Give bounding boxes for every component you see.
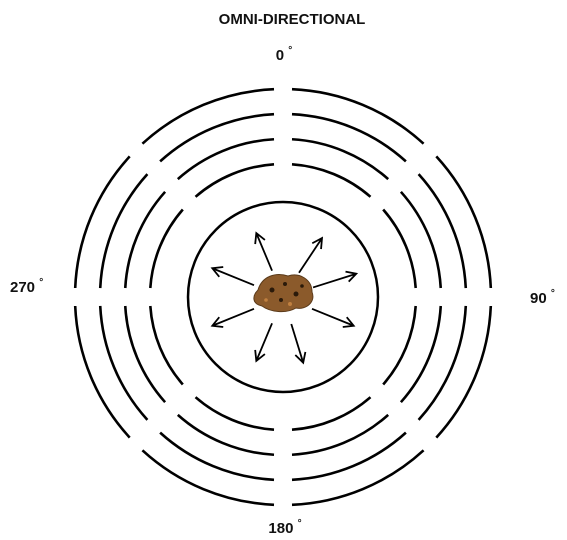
title: OMNI-DIRECTIONAL (219, 11, 366, 28)
arrow (210, 307, 255, 328)
ring-arc (291, 163, 372, 198)
ring-arc (291, 449, 425, 507)
label-degree: ° (551, 288, 555, 299)
arrow (210, 266, 255, 287)
label-number: 0 (276, 47, 284, 64)
arrow (290, 323, 307, 365)
ring-arc (73, 305, 131, 439)
label-degree: ° (288, 45, 292, 56)
ring-arc (291, 413, 390, 457)
arrow (311, 307, 356, 328)
direction-label: 270 ° (10, 277, 43, 296)
ring-arc (291, 87, 425, 145)
inner-circle (186, 200, 380, 394)
label-number: 180 (268, 520, 293, 537)
ring-arc (417, 305, 468, 421)
ring-arc (149, 208, 184, 289)
label-degree: ° (39, 277, 43, 288)
ring-arc (176, 137, 275, 181)
ring-arc (98, 305, 149, 421)
ring-arc (149, 305, 184, 386)
ring-arc (194, 163, 275, 198)
ring-arc (291, 112, 407, 163)
ring-arc (435, 155, 493, 289)
ring-arc (399, 190, 443, 289)
ring-arc (98, 173, 149, 289)
ring-arc (123, 190, 167, 289)
label-degree: ° (298, 518, 302, 529)
ring-arc (176, 413, 275, 457)
ring-arc (291, 137, 390, 181)
ring-arc (291, 431, 407, 482)
source-blob (253, 274, 314, 313)
direction-label: 0 ° (276, 45, 293, 64)
ring-arc (382, 208, 417, 289)
arrow (254, 231, 273, 272)
ring-arc (159, 431, 275, 482)
ring-arc (159, 112, 275, 163)
ring-arc (73, 155, 131, 289)
direction-label: 180 ° (268, 518, 301, 537)
ring-arc (382, 305, 417, 386)
direction-label: 90 ° (530, 288, 555, 307)
arrow (254, 322, 273, 363)
arrow (298, 236, 324, 274)
ring-arc (123, 305, 167, 404)
ring-arc (399, 305, 443, 404)
ring-arc (194, 396, 275, 431)
label-number: 90 (530, 290, 547, 307)
rings (73, 87, 493, 507)
ring-arc (141, 449, 275, 507)
ring-arc (141, 87, 275, 145)
arrow (312, 270, 359, 289)
label-number: 270 (10, 279, 35, 296)
arrows (210, 231, 359, 365)
ring-arc (435, 305, 493, 439)
ring-arc (417, 173, 468, 289)
ring-arc (291, 396, 372, 431)
